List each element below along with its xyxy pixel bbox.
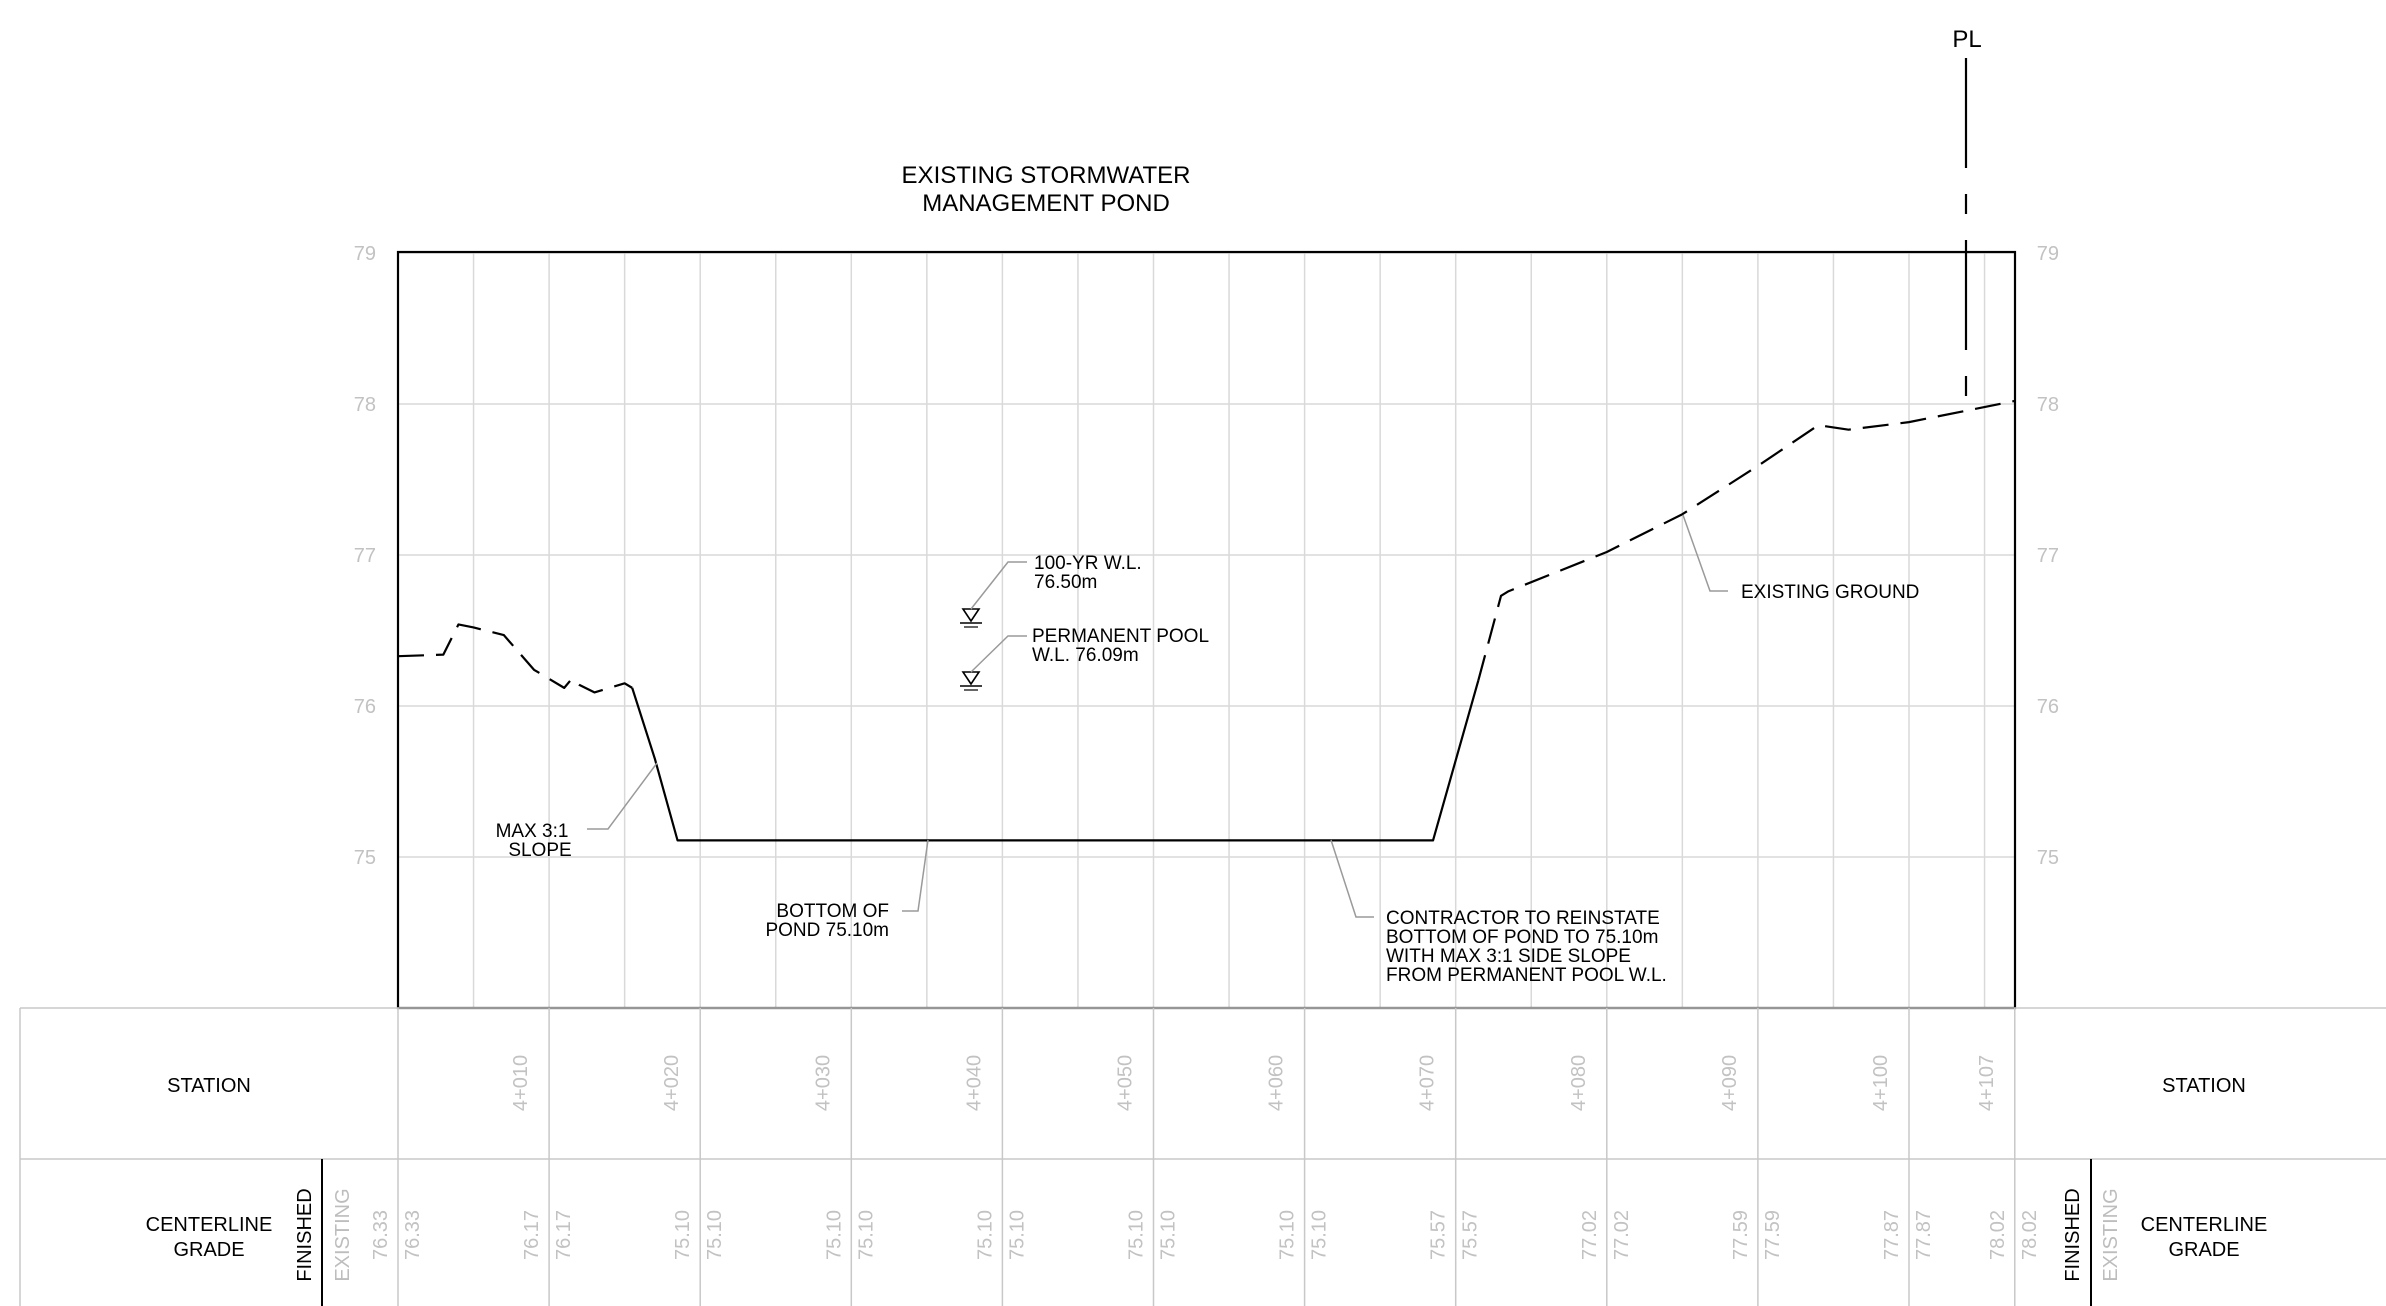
elevation-axis-left: 75 76 77 78 79: [354, 243, 376, 869]
finished-grade-value: 76.33: [370, 1210, 392, 1260]
contractor-line-1: CONTRACTOR TO REINSTATE: [1386, 908, 1660, 929]
elevation-tick-right: 75: [2037, 847, 2059, 869]
band-station-lines: [397, 1008, 2016, 1306]
max-slope-annotation: MAX 3:1 SLOPE: [496, 821, 572, 861]
hundred-year-line-1: 100-YR W.L.: [1034, 553, 1142, 574]
hundred-year-water-level-symbol: [960, 608, 982, 628]
finished-grade-value: 76.17: [521, 1210, 543, 1260]
existing-ground-leader: [1682, 514, 1728, 592]
title-line-2: MANAGEMENT POND: [922, 190, 1170, 217]
existing-ground-line: [1477, 399, 2015, 681]
station-label: 4+090: [1719, 1055, 1741, 1111]
station-label: 4+010: [510, 1055, 532, 1111]
finished-grade-value: 75.10: [823, 1210, 845, 1260]
title-line-1: EXISTING STORMWATER: [902, 162, 1191, 189]
contractor-leader: [1330, 839, 1374, 918]
finished-grade-value: 75.57: [1428, 1210, 1450, 1260]
existing-grade-value: 76.33: [402, 1210, 424, 1260]
finished-grade-value: 75.10: [672, 1210, 694, 1260]
permanent-pool-line-2: W.L. 76.09m: [1032, 645, 1139, 666]
existing-grade-value: 77.02: [1611, 1210, 1633, 1260]
permanent-pool-leader: [970, 635, 1027, 673]
existing-label-right: EXISTING: [2100, 1188, 2122, 1281]
pond-section-line: [631, 680, 1480, 842]
station-label-left: STATION: [167, 1075, 251, 1097]
existing-grade-value: 76.17: [553, 1210, 575, 1260]
hundred-year-line-2: 76.50m: [1034, 572, 1097, 593]
hundred-year-leader: [970, 561, 1027, 610]
station-label: 4+030: [812, 1055, 834, 1111]
contractor-line-4: FROM PERMANENT POOL W.L.: [1386, 965, 1667, 986]
elevation-axis-right: 75 76 77 78 79: [2037, 243, 2059, 869]
elevation-tick-right: 78: [2037, 394, 2059, 416]
grade-label-left-1: CENTERLINE: [146, 1214, 273, 1236]
contractor-line-2: BOTTOM OF POND TO 75.10m: [1386, 927, 1658, 948]
contractor-line-3: WITH MAX 3:1 SIDE SLOPE: [1386, 946, 1631, 967]
existing-ground-annotation: EXISTING GROUND: [1741, 582, 1919, 603]
bottom-annotation: BOTTOM OF POND 75.10m: [765, 901, 889, 941]
permanent-pool-water-level-symbol: [960, 671, 982, 691]
finished-grade-value: 75.10: [1277, 1210, 1299, 1260]
finished-label-right: FINISHED: [2062, 1188, 2084, 1281]
finished-grade-value: 75.10: [1126, 1210, 1148, 1260]
max-slope-leader: [587, 762, 658, 830]
station-labels: 4+010 4+020 4+030 4+040 4+050 4+060 4+070 4+080…: [510, 1055, 1998, 1111]
existing-grade-value: 75.10: [1158, 1210, 1180, 1260]
existing-grade-value: 77.59: [1762, 1210, 1784, 1260]
property-line-label: PL: [1952, 26, 1981, 53]
bottom-line-2: POND 75.10m: [765, 920, 889, 941]
elevation-tick-left: 76: [354, 696, 376, 718]
permanent-pool-line-1: PERMANENT POOL: [1032, 626, 1209, 647]
station-label: 4+080: [1568, 1055, 1590, 1111]
elevation-tick-left: 75: [354, 847, 376, 869]
station-label: 4+107: [1976, 1055, 1998, 1111]
data-band: STATION STATION CENTERLINE GRADE CENTERL…: [19, 1007, 2386, 1306]
station-label: 4+050: [1115, 1055, 1137, 1111]
existing-grade-value: 75.57: [1460, 1210, 1482, 1260]
existing-grade-value: 77.87: [1913, 1210, 1935, 1260]
grade-label-right-2: GRADE: [2168, 1239, 2239, 1261]
finished-grade-value: 77.02: [1579, 1210, 1601, 1260]
existing-grade-value: 75.10: [855, 1210, 877, 1260]
existing-ground-line: [397, 623, 633, 694]
existing-grade-value: 75.10: [1006, 1210, 1028, 1260]
grade-labels: 76.33 76.33 76.17 76.17 75.10 75.10 75.10 75.10…: [370, 1210, 2041, 1260]
finished-grade-value: 75.10: [974, 1210, 996, 1260]
max-slope-line-1: MAX 3:1: [496, 821, 569, 842]
bottom-line-1: BOTTOM OF: [776, 901, 889, 922]
existing-grade-value: 78.02: [2019, 1210, 2041, 1260]
grade-label-right-1: CENTERLINE: [2141, 1214, 2268, 1236]
bottom-leader: [902, 839, 929, 912]
hundred-year-annotation: 100-YR W.L. 76.50m: [1034, 553, 1142, 593]
ground-profile: [397, 399, 2015, 842]
finished-grade-value: 77.87: [1881, 1210, 1903, 1260]
elevation-grid: [398, 252, 2015, 1008]
existing-label-left: EXISTING: [332, 1188, 354, 1281]
elevation-tick-right: 77: [2037, 545, 2059, 567]
finished-grade-value: 77.59: [1730, 1210, 1752, 1260]
existing-grade-value: 75.10: [1309, 1210, 1331, 1260]
existing-ground-text: EXISTING GROUND: [1741, 582, 1919, 603]
permanent-pool-annotation: PERMANENT POOL W.L. 76.09m: [1032, 626, 1209, 666]
existing-grade-value: 75.10: [704, 1210, 726, 1260]
station-label: 4+070: [1417, 1055, 1439, 1111]
contractor-annotation: CONTRACTOR TO REINSTATE BOTTOM OF POND T…: [1386, 908, 1667, 986]
elevation-tick-left: 78: [354, 394, 376, 416]
elevation-tick-right: 76: [2037, 696, 2059, 718]
grade-label-left-2: GRADE: [173, 1239, 244, 1261]
elevation-tick-left: 79: [354, 243, 376, 265]
max-slope-line-2: SLOPE: [508, 840, 571, 861]
finished-grade-value: 78.02: [1987, 1210, 2009, 1260]
station-label: 4+100: [1870, 1055, 1892, 1111]
station-label-right: STATION: [2162, 1075, 2246, 1097]
station-label: 4+020: [661, 1055, 683, 1111]
elevation-tick-right: 79: [2037, 243, 2059, 265]
station-label: 4+040: [963, 1055, 985, 1111]
finished-label-left: FINISHED: [294, 1188, 316, 1281]
elevation-tick-left: 77: [354, 545, 376, 567]
station-label: 4+060: [1266, 1055, 1288, 1111]
